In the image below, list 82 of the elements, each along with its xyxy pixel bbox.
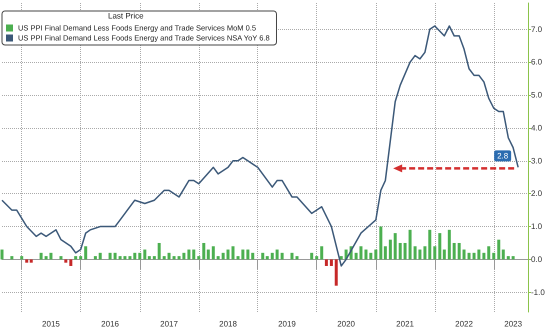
bar bbox=[25, 259, 28, 263]
bar bbox=[374, 250, 378, 260]
x-tick-label: 2016 bbox=[101, 320, 120, 328]
bar bbox=[10, 256, 14, 260]
bar bbox=[290, 252, 294, 260]
bar bbox=[74, 256, 78, 260]
bar bbox=[168, 252, 171, 260]
bar bbox=[182, 252, 186, 260]
legend-title: Last Price bbox=[108, 12, 144, 20]
bar bbox=[197, 256, 200, 260]
y-tick-label: 7.0 bbox=[531, 24, 543, 34]
bar bbox=[414, 246, 417, 260]
y-tick-label: 0.0 bbox=[531, 254, 543, 264]
bar bbox=[418, 250, 422, 260]
bar bbox=[236, 256, 240, 260]
bar bbox=[20, 256, 24, 260]
annotation: 2.8 bbox=[497, 151, 509, 160]
y-tick-label: -1.0 bbox=[531, 288, 546, 297]
bar bbox=[138, 252, 142, 260]
bar bbox=[232, 246, 235, 260]
bar bbox=[320, 246, 324, 260]
bar bbox=[123, 256, 126, 260]
bar bbox=[458, 242, 461, 260]
y-tick-label: 2.0 bbox=[531, 189, 543, 198]
bar bbox=[44, 256, 48, 260]
x-tick-label: 2015 bbox=[42, 320, 60, 328]
line-series bbox=[1, 25, 519, 267]
bar bbox=[226, 250, 230, 260]
bar bbox=[133, 252, 136, 260]
bar bbox=[433, 246, 436, 260]
bar bbox=[84, 246, 88, 260]
bar bbox=[69, 259, 72, 266]
bar bbox=[462, 250, 466, 260]
bar bbox=[408, 230, 412, 260]
bar bbox=[178, 256, 181, 260]
bar bbox=[364, 250, 368, 260]
bar bbox=[468, 252, 471, 260]
y-tick-label: 1.0 bbox=[531, 222, 543, 232]
x-tick-label: 2019 bbox=[278, 320, 296, 328]
bar bbox=[315, 256, 318, 260]
x-tick-label: 2018 bbox=[219, 320, 238, 328]
bar bbox=[280, 252, 284, 260]
bar bbox=[423, 246, 426, 260]
bar bbox=[128, 256, 132, 260]
bar bbox=[59, 256, 62, 260]
bar bbox=[398, 242, 402, 260]
bar bbox=[295, 256, 298, 260]
bar bbox=[404, 242, 407, 260]
y-tick-label: 4.0 bbox=[531, 123, 543, 132]
bar bbox=[354, 252, 358, 260]
x-tick-label: 2017 bbox=[160, 320, 178, 328]
bar bbox=[79, 256, 82, 260]
bar bbox=[369, 252, 372, 260]
bar bbox=[472, 252, 476, 260]
bar bbox=[359, 246, 362, 260]
bar bbox=[40, 252, 43, 260]
bar bbox=[162, 256, 166, 260]
x-tick-label: 2023 bbox=[504, 320, 523, 328]
bar bbox=[428, 230, 432, 260]
bar bbox=[172, 256, 176, 260]
bar bbox=[0, 250, 4, 260]
bar bbox=[222, 252, 225, 260]
y-tick-label: 5.0 bbox=[531, 90, 543, 100]
bar bbox=[192, 250, 196, 260]
bar bbox=[310, 252, 314, 260]
bar bbox=[241, 250, 244, 260]
bar bbox=[114, 252, 117, 260]
bar bbox=[324, 259, 328, 266]
y-tick-label: 6.0 bbox=[531, 58, 543, 67]
bar bbox=[261, 252, 264, 260]
bar bbox=[108, 252, 112, 260]
bar bbox=[492, 252, 496, 260]
bar bbox=[266, 256, 269, 260]
bar bbox=[477, 250, 480, 260]
bar bbox=[49, 252, 52, 260]
bar bbox=[64, 259, 68, 263]
bar bbox=[187, 250, 190, 260]
x-tick-label: 2020 bbox=[337, 320, 356, 328]
x-tick-label: 2022 bbox=[455, 320, 474, 328]
y-tick-label: 3.0 bbox=[531, 156, 543, 166]
bar bbox=[118, 256, 122, 260]
x-tick-label: 2021 bbox=[396, 320, 415, 328]
